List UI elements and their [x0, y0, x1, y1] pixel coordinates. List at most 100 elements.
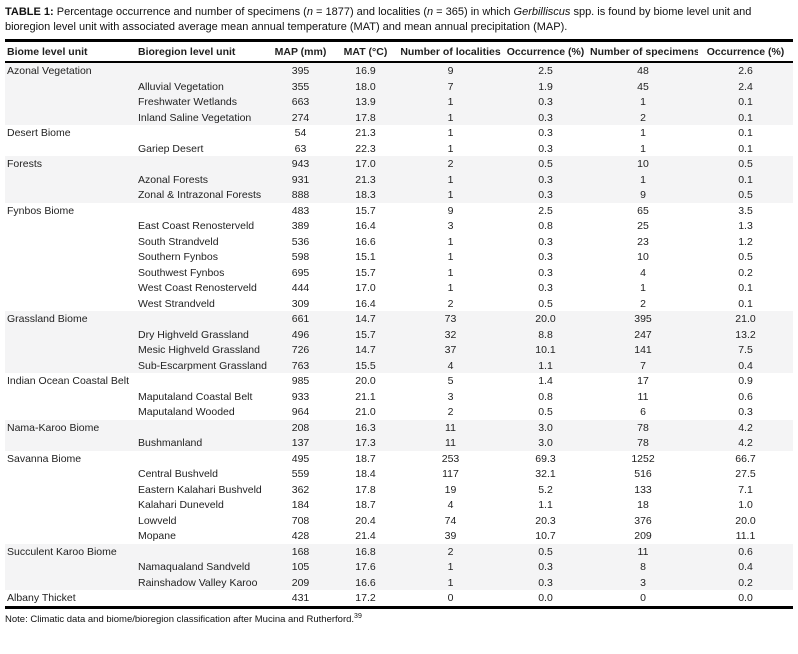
cell-specimens: 9 — [640, 189, 646, 202]
cell-occurrence-specimens: 0.1 — [738, 111, 753, 124]
cell-mat: 17.2 — [355, 592, 376, 605]
cell-occurrence-specimens: 0.1 — [738, 96, 753, 109]
cell-biome: Desert Biome — [7, 127, 71, 140]
cell-specimens: 1 — [640, 96, 646, 109]
cell-map: 63 — [294, 142, 307, 155]
cell-mat: 15.1 — [355, 251, 376, 264]
cell-biome — [5, 187, 136, 203]
cell-biome — [5, 79, 136, 95]
cell-bioregion: Alluvial Vegetation — [138, 80, 224, 93]
table-row: South Strandveld 536 16.6 1 0.3 23 1.2 — [5, 234, 793, 250]
cell-occurrence-specimens: 66.7 — [735, 452, 756, 465]
cell-bioregion: West Strandveld — [138, 297, 215, 310]
table-caption-label: TABLE 1: — [5, 6, 54, 18]
cell-bioregion: Inland Saline Vegetation — [138, 111, 252, 124]
cell-bioregion — [136, 156, 268, 172]
cell-localities: 3 — [447, 390, 454, 403]
cell-occurrence-specimens: 0.6 — [738, 390, 753, 403]
table-row: Forests 943 17.0 2 0.5 10 0.5 — [5, 156, 793, 172]
caption-genus: Gerbilliscus — [513, 6, 571, 18]
cell-specimens: 2 — [640, 111, 646, 124]
cell-biome — [5, 497, 136, 513]
cell-localities: 11 — [445, 421, 456, 434]
cell-map: 431 — [291, 592, 310, 605]
table-row: Gariep Desert 63 22.3 1 0.3 1 0.1 — [5, 141, 793, 157]
cell-mat: 17.8 — [355, 483, 376, 496]
cell-occurrence-localities: 0.3 — [538, 235, 553, 248]
cell-localities: 0 — [447, 592, 454, 605]
cell-specimens: 4 — [640, 266, 646, 279]
cell-biome — [5, 404, 136, 420]
cell-mat: 22.3 — [355, 142, 376, 155]
cell-bioregion: Southwest Fynbos — [138, 266, 225, 279]
cell-map: 137 — [291, 437, 310, 450]
cell-bioregion: Mopane — [138, 530, 176, 543]
cell-specimens: 209 — [634, 530, 652, 543]
cell-occurrence-localities: 0.5 — [538, 158, 553, 171]
cell-localities: 1 — [447, 561, 454, 574]
table-row: Succulent Karoo Biome 168 16.8 2 0.5 11 0.6 — [5, 543, 793, 560]
cell-specimens: 8 — [640, 561, 646, 574]
cell-localities: 4 — [447, 359, 454, 372]
cell-occurrence-specimens: 1.0 — [738, 499, 753, 512]
cell-map: 309 — [291, 297, 310, 310]
cell-occurrence-specimens: 0.1 — [738, 297, 753, 310]
cell-biome: Albany Thicket — [7, 592, 76, 605]
table-row: East Coast Renosterveld 389 16.4 3 0.8 25 1.3 — [5, 218, 793, 234]
cell-localities: 1 — [447, 266, 454, 279]
cell-bioregion: Freshwater Wetlands — [138, 96, 238, 109]
table-row: Nama-Karoo Biome 208 16.3 11 3.0 78 4.2 — [5, 419, 793, 436]
table-row: Maputaland Coastal Belt 933 21.1 3 0.8 11 0.6 — [5, 389, 793, 405]
cell-specimens: 1 — [640, 173, 646, 186]
cell-localities: 1 — [447, 282, 454, 295]
cell-bioregion — [136, 373, 268, 389]
cell-map: 395 — [291, 65, 310, 78]
cell-specimens: 65 — [637, 204, 649, 217]
cell-biome: Nama-Karoo Biome — [7, 421, 100, 434]
cell-map: 763 — [291, 359, 310, 372]
cell-occurrence-specimens: 2.4 — [738, 80, 753, 93]
cell-mat: 15.7 — [355, 328, 376, 341]
cell-mat: 21.3 — [355, 127, 376, 140]
cell-map: 495 — [291, 452, 310, 465]
cell-mat: 18.0 — [355, 80, 376, 93]
cell-bioregion: Namaqualand Sandveld — [138, 561, 251, 574]
cell-occurrence-specimens: 20.0 — [735, 514, 756, 527]
cell-mat: 14.7 — [355, 313, 376, 326]
cell-localities: 117 — [442, 468, 459, 481]
caption-text-2: = 1877) and localities ( — [312, 6, 427, 18]
cell-biome: Savanna Biome — [7, 452, 82, 465]
cell-mat: 17.0 — [355, 158, 376, 171]
cell-occurrence-specimens: 0.6 — [738, 545, 753, 558]
cell-bioregion — [136, 311, 268, 327]
cell-bioregion — [136, 420, 268, 436]
table-row: West Strandveld 309 16.4 2 0.5 2 0.1 — [5, 296, 793, 312]
cell-biome — [5, 172, 136, 188]
cell-biome — [5, 327, 136, 343]
cell-occurrence-localities: 0.5 — [538, 406, 553, 419]
table-row: Dry Highveld Grassland 496 15.7 32 8.8 247 13.… — [5, 326, 793, 343]
cell-localities: 1 — [447, 235, 454, 248]
caption-n-2: n — [427, 6, 434, 18]
cell-biome — [5, 358, 136, 374]
biome-occurrence-table: Biome level unit Bioregion level unit MA… — [5, 39, 793, 609]
cell-localities: 1 — [447, 576, 454, 589]
cell-biome — [5, 575, 136, 591]
cell-specimens: 516 — [634, 468, 652, 481]
cell-occurrence-localities: 0.5 — [538, 545, 553, 558]
cell-bioregion: Lowveld — [138, 514, 177, 527]
cell-map: 933 — [291, 390, 310, 403]
cell-occurrence-specimens: 0.2 — [738, 576, 753, 589]
header-row: Biome level unit Bioregion level unit MA… — [5, 40, 793, 64]
cell-occurrence-specimens: 27.5 — [735, 468, 756, 481]
cell-mat: 18.7 — [355, 452, 376, 465]
col-header-occurrence-localities: Occurrence (%) — [503, 40, 588, 64]
cell-specimens: 0 — [640, 592, 646, 605]
table-row: Inland Saline Vegetation 274 17.8 1 0.3 2 0.1 — [5, 109, 793, 126]
cell-occurrence-localities: 5.2 — [538, 483, 553, 496]
table-row: Southern Fynbos 598 15.1 1 0.3 10 0.5 — [5, 249, 793, 265]
cell-mat: 16.4 — [355, 220, 376, 233]
cell-occurrence-specimens: 0.1 — [738, 173, 753, 186]
cell-biome — [5, 234, 136, 250]
cell-occurrence-specimens: 2.6 — [738, 65, 753, 78]
